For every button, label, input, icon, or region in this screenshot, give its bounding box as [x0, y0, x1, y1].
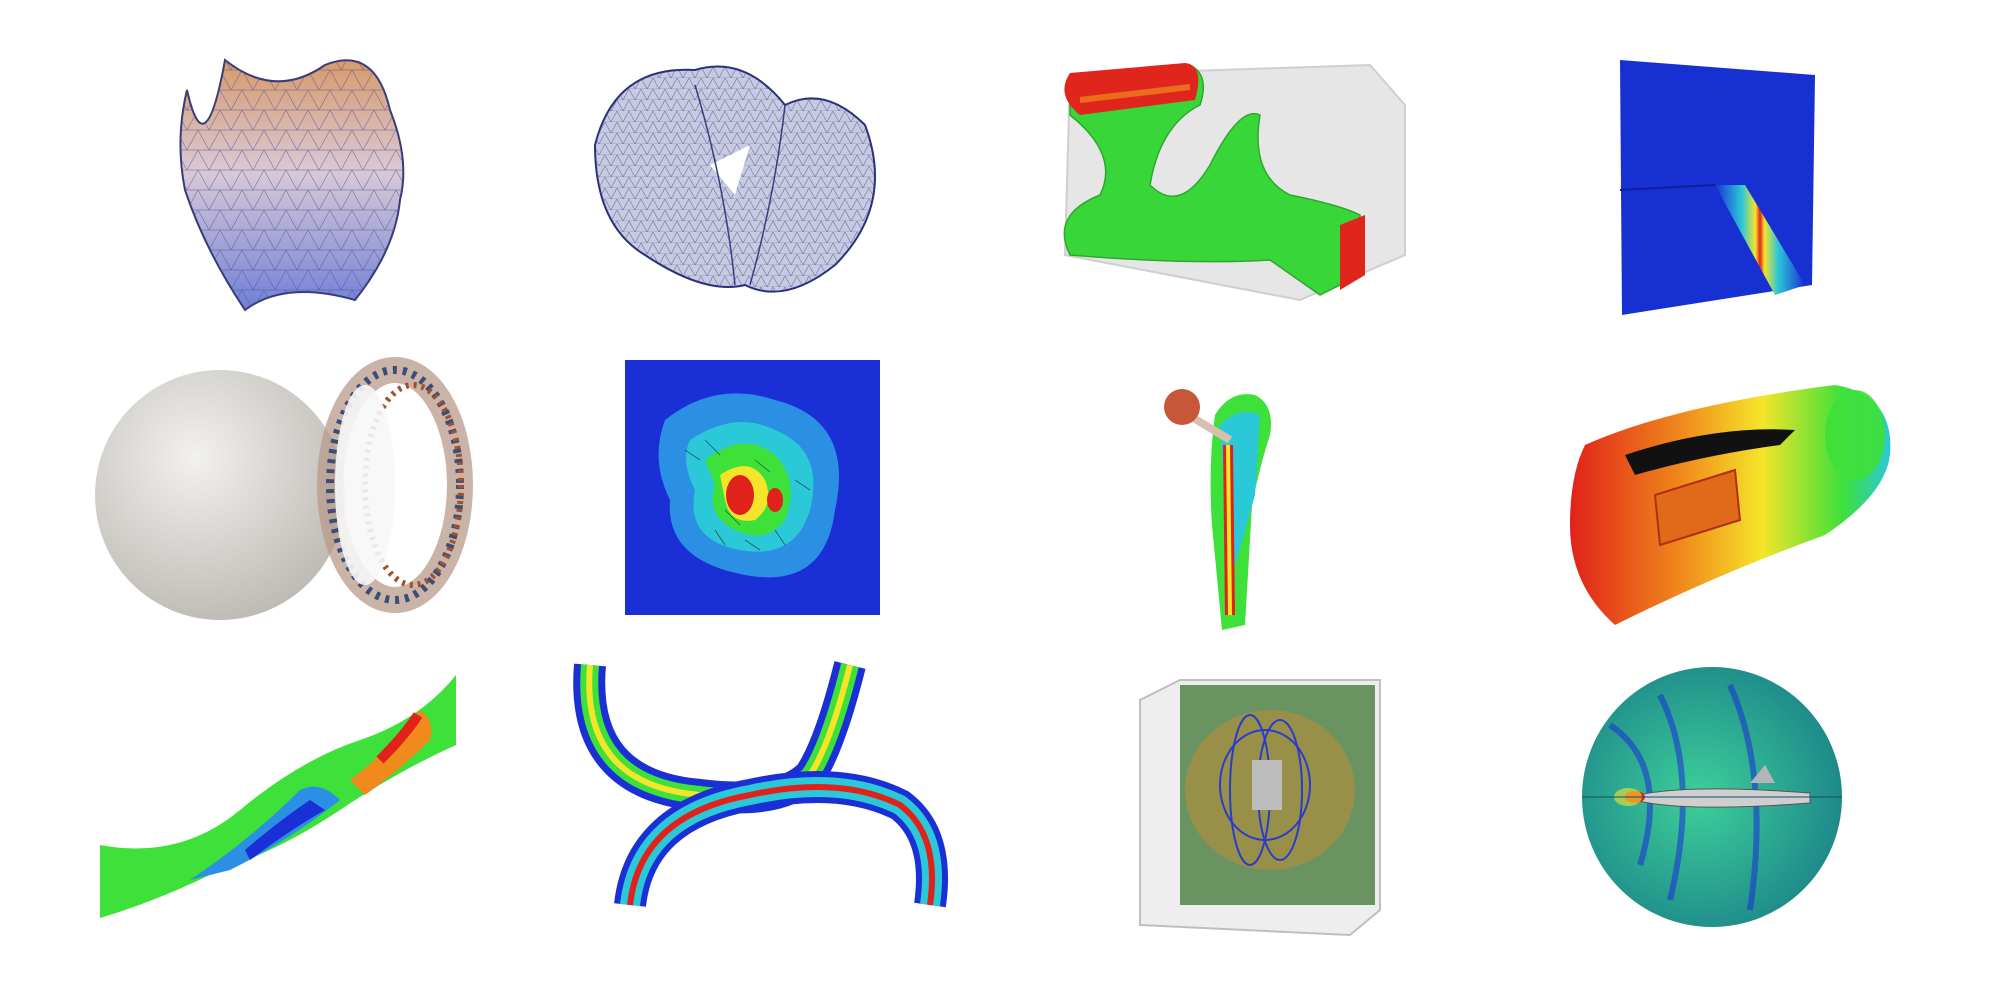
- femur-implant-image: [1160, 385, 1290, 635]
- magnetic-field-box-image: [1139, 679, 1385, 937]
- vector-field-contour-image: [625, 360, 880, 615]
- submarine-wake-image: [1580, 665, 1845, 930]
- saddle-surface-mesh-image: [165, 50, 420, 315]
- twisted-beam-image: [100, 670, 460, 930]
- cylinder-stress-field-image: [1565, 375, 1895, 630]
- crack-plate-field-image: [1610, 60, 1820, 325]
- curved-channels-image: [573, 661, 950, 908]
- topology-optimized-bracket-image: [1040, 45, 1430, 305]
- folded-shell-mesh-image: [575, 45, 895, 315]
- sphere-with-vortex-ring-image: [95, 355, 475, 620]
